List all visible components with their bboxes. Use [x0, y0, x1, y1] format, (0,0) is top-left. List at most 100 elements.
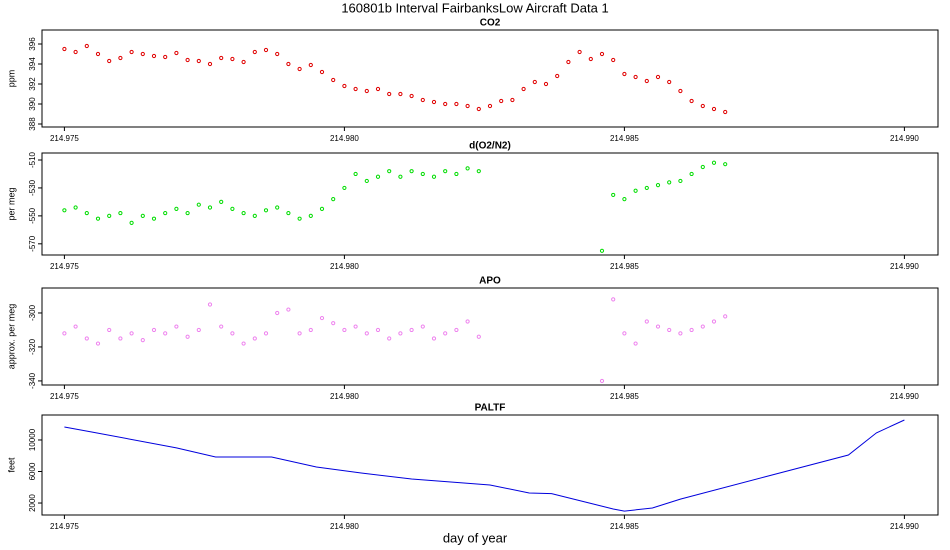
data-point [689, 171, 694, 177]
data-point [465, 319, 470, 324]
data-point [655, 74, 661, 80]
data-point [263, 331, 269, 336]
data-point [611, 297, 616, 302]
data-point [252, 49, 257, 55]
y-tick-label: 10000 [28, 428, 37, 451]
data-point [185, 334, 190, 339]
data-point [566, 59, 571, 65]
data-point [275, 51, 280, 57]
y-tick-label: -570 [28, 235, 37, 252]
y-tick-label: 396 [28, 37, 37, 51]
data-point [398, 331, 403, 336]
y-tick-label: -550 [28, 207, 37, 224]
data-point [219, 55, 224, 61]
x-tick-label: 214.980 [330, 262, 359, 271]
data-point [107, 213, 112, 218]
data-point [230, 56, 235, 62]
data-point [308, 62, 313, 68]
data-point [163, 210, 168, 216]
data-point [465, 166, 470, 171]
y-tick-label: -530 [28, 179, 37, 196]
data-point [420, 324, 425, 329]
data-point [73, 49, 78, 55]
y-tick-label: 394 [28, 57, 37, 71]
data-point [700, 164, 705, 170]
data-point [163, 54, 168, 60]
data-point [319, 206, 325, 211]
data-point [689, 98, 694, 104]
data-point [409, 169, 414, 174]
data-point [431, 336, 437, 341]
data-point [151, 53, 157, 59]
data-point [633, 188, 638, 193]
data-point [331, 77, 336, 83]
data-point [275, 310, 280, 316]
data-point [62, 46, 67, 52]
data-point [230, 331, 235, 336]
plot-frame [41, 287, 939, 386]
data-point [711, 319, 717, 324]
x-tick-label: 214.980 [330, 522, 359, 531]
data-point [499, 98, 504, 104]
data-point [723, 162, 728, 167]
x-axis-label: day of year [443, 530, 508, 545]
data-point [185, 210, 190, 216]
data-point [151, 216, 157, 221]
data-point [521, 86, 526, 92]
data-point [95, 216, 101, 221]
data-point [711, 160, 717, 165]
y-tick-label: 392 [28, 77, 37, 91]
data-point [263, 208, 269, 213]
data-point [140, 213, 145, 218]
y-axis-label: feet [6, 457, 16, 473]
data-point [174, 324, 179, 329]
x-tick-label: 214.975 [50, 134, 79, 143]
data-point [431, 174, 437, 179]
plot-frame [41, 414, 939, 516]
data-point [364, 178, 369, 184]
data-point [73, 324, 78, 329]
data-point [207, 205, 213, 210]
data-point [308, 327, 313, 333]
data-point [443, 331, 448, 336]
data-point [375, 174, 381, 179]
data-point [73, 205, 78, 210]
data-point [174, 50, 179, 56]
x-tick-label: 214.975 [50, 522, 79, 531]
data-point [689, 327, 694, 333]
data-point [622, 71, 627, 77]
data-point [196, 202, 201, 207]
data-point [84, 43, 89, 49]
data-point [118, 336, 123, 341]
data-point [84, 336, 89, 341]
data-point [543, 81, 549, 87]
data-point [107, 327, 112, 333]
data-point [398, 174, 403, 179]
data-point [723, 109, 728, 115]
data-point [353, 171, 358, 177]
x-tick-label: 214.980 [330, 134, 359, 143]
data-point [297, 66, 302, 72]
data-point [342, 327, 347, 333]
data-point [454, 171, 459, 177]
data-point [62, 208, 67, 213]
data-point [633, 74, 638, 80]
data-point [207, 302, 213, 307]
x-tick-label: 214.985 [610, 392, 639, 401]
data-point [196, 58, 201, 64]
data-point [387, 169, 392, 174]
data-point [678, 331, 683, 336]
data-point [230, 206, 235, 211]
data-point [588, 56, 593, 62]
data-point [476, 334, 481, 339]
data-point [129, 331, 134, 336]
data-point [107, 58, 112, 64]
data-point [454, 327, 459, 333]
panel-title: PALTF [475, 403, 506, 414]
x-tick-label: 214.975 [50, 262, 79, 271]
data-point [476, 106, 481, 112]
y-axis-label: approx. per meg [6, 304, 16, 370]
data-point [667, 180, 672, 185]
